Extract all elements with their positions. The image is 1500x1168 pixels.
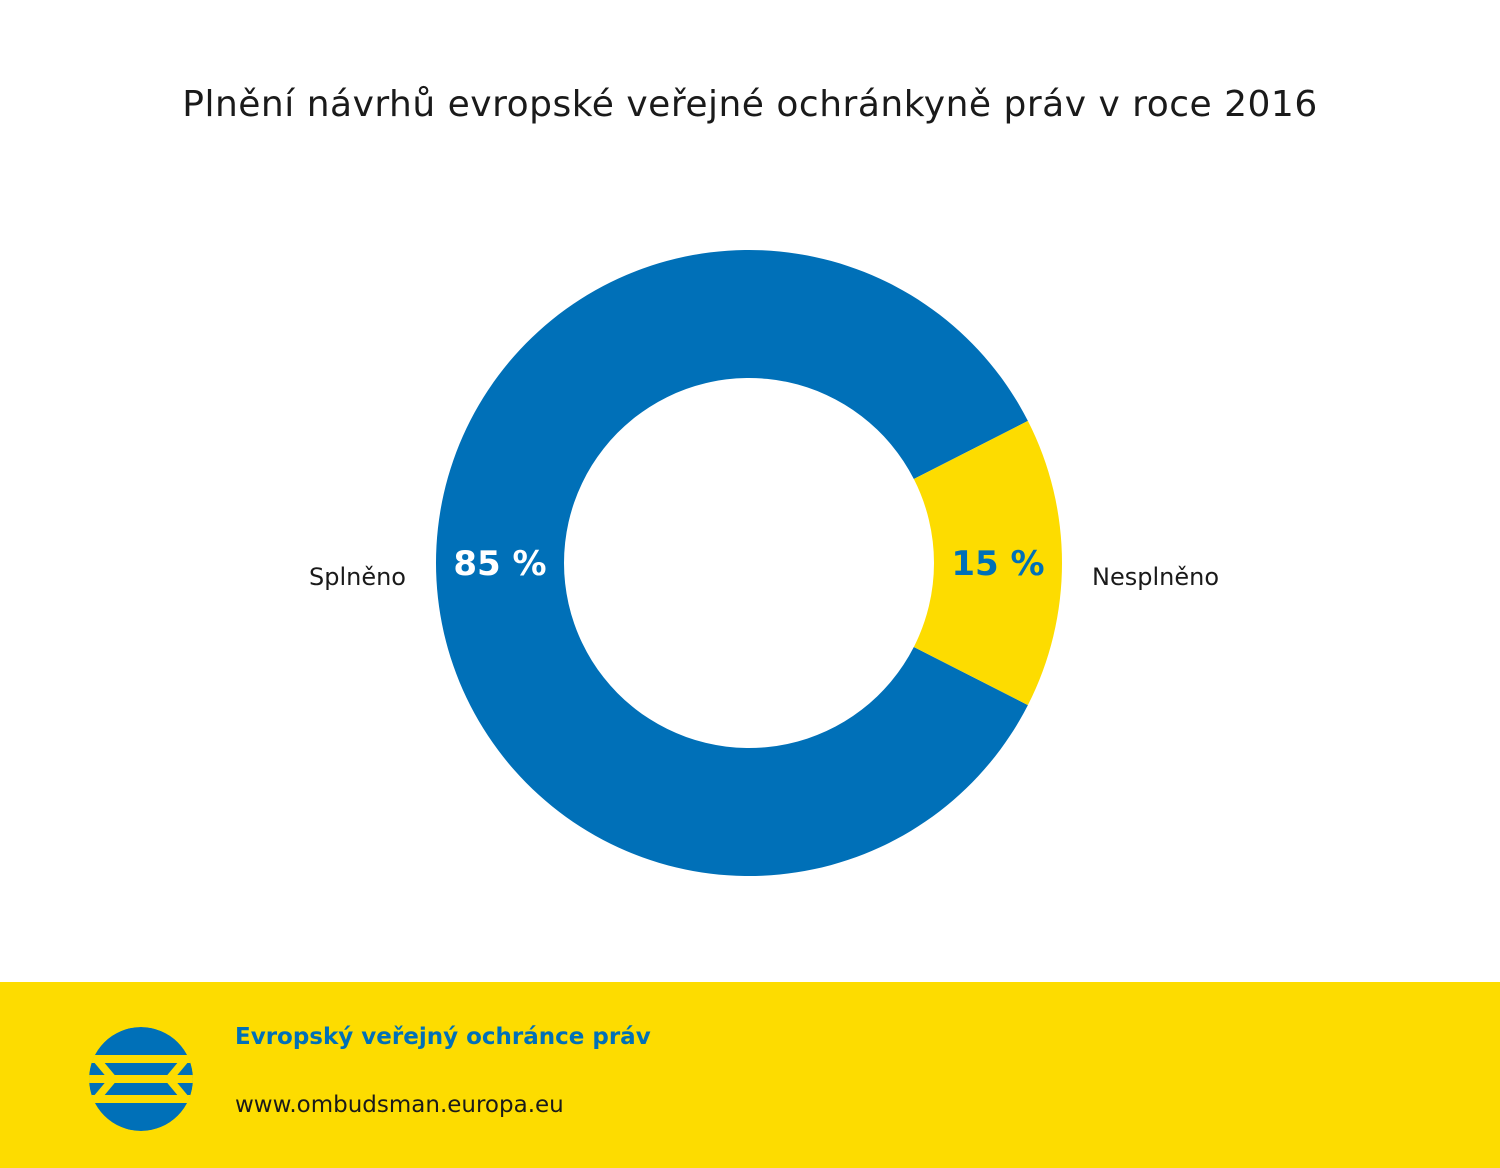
slice-splněno (435, 249, 1028, 876)
value-label-splněno: 85 % (453, 544, 546, 584)
donut-slices (435, 249, 1062, 876)
category-label-nesplněno: Nesplněno (1092, 563, 1219, 591)
slice-nesplněno (913, 420, 1062, 706)
organization-url[interactable]: www.ombudsman.europa.eu (235, 1092, 564, 1118)
value-label-nesplněno: 15 % (951, 544, 1044, 584)
category-label-splněno: Splněno (309, 563, 406, 591)
donut-labels: 85 % Splněno 15 % Nesplněno (309, 544, 1219, 591)
donut-chart: 85 % Splněno 15 % Nesplněno (309, 249, 1219, 876)
footer: Evropský veřejný ochránce práv www.ombud… (0, 982, 1500, 1168)
european-ombudsman-logo-icon (89, 1027, 193, 1131)
chart-title: Plnění návrhů evropské veřejné ochránkyn… (182, 84, 1318, 125)
organization-name: Evropský veřejný ochránce práv (235, 1024, 651, 1050)
